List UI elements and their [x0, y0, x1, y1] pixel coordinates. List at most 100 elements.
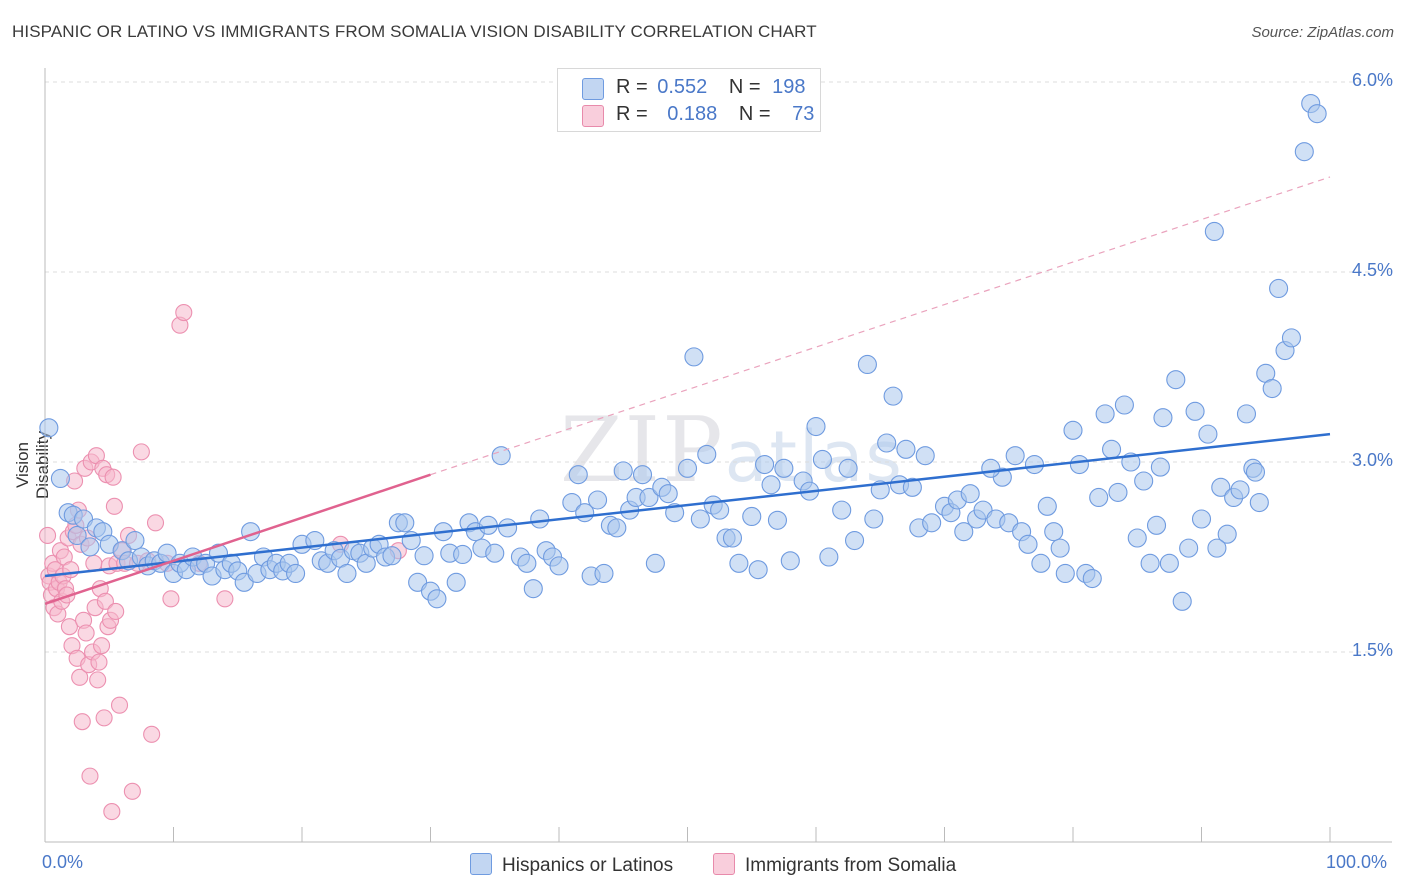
blue-data-point — [1179, 538, 1199, 558]
blue-data-point — [1204, 221, 1224, 242]
legend-item-hispanics: Hispanics or Latinos — [470, 853, 673, 877]
blue-data-point — [414, 546, 434, 566]
blue-data-point — [1134, 471, 1154, 491]
blue-data-point — [1307, 104, 1327, 124]
blue-data-point — [960, 484, 980, 504]
blue-data-point — [1281, 328, 1301, 348]
blue-data-point — [729, 553, 749, 573]
blue-data-point — [812, 449, 832, 470]
blue-data-point — [1217, 524, 1237, 544]
blue-data-point — [491, 446, 511, 466]
blue-data-point — [568, 465, 588, 485]
blue-data-point — [1166, 370, 1186, 390]
blue-data-point — [883, 386, 903, 406]
y-tick-label: 6.0% — [1352, 70, 1394, 90]
blue-data-point — [819, 547, 839, 567]
blue-data-point — [632, 465, 653, 485]
pink-data-point — [123, 782, 141, 800]
blue-data-point — [1089, 487, 1109, 508]
blue-data-point — [427, 589, 447, 609]
blue-data-point — [1245, 462, 1266, 482]
blue-data-point — [806, 416, 826, 437]
blue-data-point — [50, 468, 70, 489]
pink-data-point — [96, 592, 114, 610]
pink-data-point — [62, 561, 80, 579]
blue-data-point — [1140, 553, 1160, 573]
y-tick-label: 1.5% — [1352, 640, 1394, 660]
blue-data-point — [1037, 496, 1057, 516]
pink-data-point — [175, 303, 193, 322]
legend-text-blue: R = 0.552 N = 198 — [616, 76, 806, 98]
blue-data-point — [710, 500, 730, 520]
blue-data-point — [722, 528, 743, 548]
pink-trend-extension — [430, 176, 1331, 476]
blue-data-point — [1005, 446, 1025, 466]
blue-data-point — [981, 458, 1001, 478]
pink-data-point — [89, 671, 107, 689]
blue-data-point — [677, 458, 698, 478]
pink-data-point — [60, 618, 78, 636]
blue-data-point — [1294, 142, 1314, 162]
legend-swatch-hispanics — [470, 853, 492, 875]
blue-data-point — [645, 553, 665, 573]
trend-lines — [44, 176, 1331, 606]
pink-data-point — [73, 713, 91, 731]
blue-data-point — [684, 347, 704, 367]
blue-data-point — [1207, 538, 1227, 558]
blue-data-point — [125, 530, 145, 551]
source-label: Source: ZipAtlas.com — [1251, 24, 1394, 41]
blue-series-points — [39, 93, 1327, 611]
legend-item-somalia: Immigrants from Somalia — [713, 853, 956, 877]
blue-data-point — [774, 458, 794, 478]
correlation-legend: R = 0.552 N = 198 R = 0.188 N = 73 — [557, 68, 821, 132]
blue-data-point — [1095, 404, 1115, 424]
legend-swatch-blue — [582, 78, 604, 100]
x-max-label: 100.0% — [1326, 852, 1388, 872]
blue-data-point — [286, 563, 306, 584]
y-tick-label: 4.5% — [1352, 260, 1394, 280]
pink-data-point — [143, 725, 161, 743]
pink-data-point — [39, 526, 57, 545]
blue-data-point — [453, 544, 473, 565]
blue-data-point — [1055, 563, 1075, 584]
blue-data-point — [1269, 278, 1289, 299]
blue-data-point — [337, 563, 357, 584]
pink-data-point — [216, 590, 234, 608]
blue-data-point — [485, 543, 505, 563]
blue-data-point — [1211, 477, 1231, 497]
blue-data-point — [1230, 480, 1250, 500]
pink-data-point — [107, 602, 125, 621]
legend-row-blue: R = 0.552 N = 198 — [558, 74, 820, 102]
blue-data-point — [1185, 401, 1205, 421]
blue-data-point — [922, 513, 942, 533]
blue-data-point — [954, 522, 974, 542]
legend-swatch-somalia — [713, 853, 735, 875]
blue-data-point — [1018, 534, 1038, 554]
blue-data-point — [1114, 395, 1134, 415]
blue-data-point — [549, 556, 569, 576]
blue-data-point — [1249, 492, 1269, 513]
pink-data-point — [81, 767, 99, 785]
pink-data-point — [71, 668, 89, 686]
blue-data-point — [1102, 439, 1122, 459]
blue-data-point — [395, 513, 415, 533]
blue-data-point — [857, 354, 877, 375]
blue-data-point — [613, 461, 633, 481]
pink-data-point — [95, 709, 113, 727]
blue-data-point — [1159, 553, 1179, 573]
pink-data-point — [146, 514, 165, 532]
pink-trend-line — [44, 473, 431, 606]
blue-data-point — [1262, 378, 1282, 399]
pink-data-point — [162, 590, 180, 608]
blue-data-point — [1082, 568, 1102, 589]
blue-data-point — [498, 518, 518, 538]
blue-data-point — [382, 546, 402, 566]
gridlines — [45, 81, 1392, 653]
blue-data-point — [864, 509, 884, 529]
y-tick-label: 3.0% — [1352, 450, 1394, 470]
blue-data-point — [915, 446, 935, 466]
blue-data-point — [690, 509, 710, 529]
blue-data-point — [523, 579, 543, 599]
blue-data-point — [607, 518, 627, 538]
